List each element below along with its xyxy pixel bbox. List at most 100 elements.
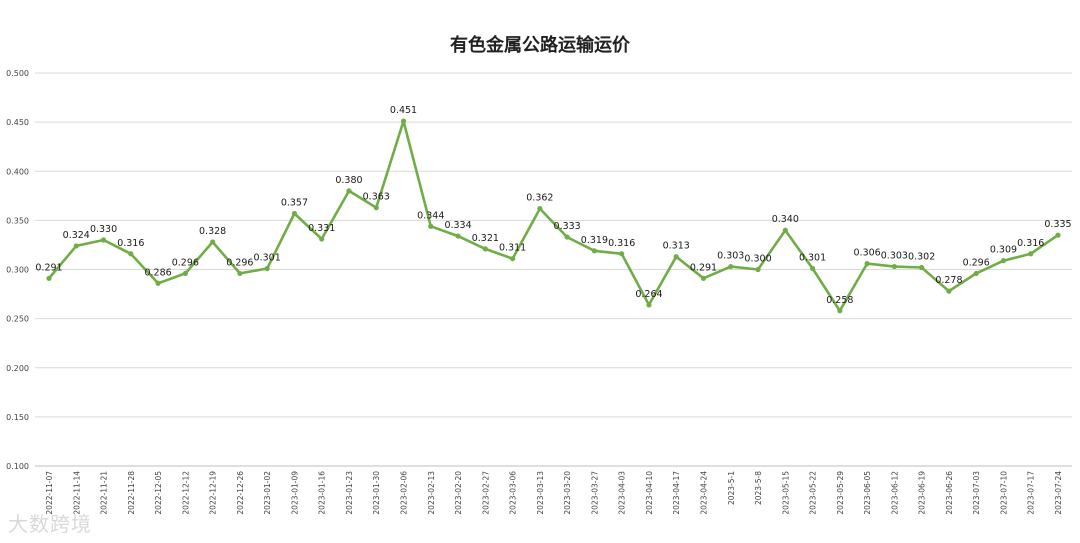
data-label: 0.335: [1044, 219, 1071, 230]
data-label: 0.296: [226, 257, 253, 268]
x-tick-label: 2023-07-24: [1054, 471, 1063, 515]
data-point: [537, 205, 543, 212]
data-point: [646, 302, 652, 308]
data-point: [509, 256, 516, 262]
x-tick-label: 2023-07-17: [1027, 471, 1036, 515]
y-tick-label: 0.500: [6, 69, 29, 78]
data-label: 0.313: [663, 241, 690, 252]
y-tick-label: 0.250: [6, 315, 29, 324]
x-tick-label: 2023-06-05: [863, 471, 872, 515]
data-label: 0.296: [963, 257, 990, 268]
x-tick-label: 2023-07-03: [972, 471, 981, 515]
x-tick-label: 2023-01-16: [318, 471, 327, 515]
x-tick-label: 2023-05-29: [836, 471, 845, 515]
data-label: 0.291: [35, 262, 62, 273]
x-tick-label: 2023-02-20: [454, 471, 463, 515]
y-tick-label: 0.450: [6, 118, 29, 127]
series-line: [48, 119, 1059, 313]
data-label: 0.330: [90, 224, 117, 235]
x-tick-label: 2023-04-24: [699, 471, 708, 515]
x-tick-label: 2023-01-23: [345, 471, 354, 515]
data-label: 0.278: [935, 275, 962, 286]
data-label: 0.264: [635, 289, 662, 300]
data-label: 0.319: [581, 235, 608, 246]
x-tick-label: 2023-01-09: [290, 471, 299, 515]
y-tick-label: 0.350: [6, 216, 29, 225]
y-axis-ticks: 0.100 0.150 0.200 0.250 0.300 0.350 0.400 0.450…: [6, 69, 29, 471]
x-tick-label: 2023-06-26: [945, 471, 954, 515]
data-label: 0.296: [172, 257, 199, 268]
data-point: [891, 263, 897, 270]
data-label: 0.316: [117, 238, 144, 249]
y-tick-label: 0.100: [6, 462, 29, 471]
data-point: [946, 288, 952, 294]
data-label: 0.291: [690, 262, 717, 273]
data-point: [919, 264, 925, 271]
x-axis-ticks: 2022-11-07 2022-11-14 2022-11-21 2022-11-28…: [45, 471, 1063, 515]
data-label: 0.362: [526, 193, 553, 204]
x-tick-label: 2023-05-15: [781, 471, 790, 515]
x-tick-label: 2023-05-22: [809, 471, 818, 515]
y-tick-label: 0.200: [6, 364, 29, 373]
data-label: 0.302: [908, 252, 935, 263]
data-label: 0.316: [1017, 238, 1044, 249]
data-label: 0.451: [390, 105, 417, 116]
x-tick-label: 2023-01-30: [372, 471, 381, 515]
data-point: [673, 254, 679, 260]
data-label: 0.340: [772, 214, 799, 225]
data-point: [319, 236, 325, 242]
x-tick-label: 2022-11-21: [100, 471, 109, 515]
data-label: 0.300: [744, 254, 771, 265]
data-point: [210, 239, 216, 245]
x-tick-label: 2023-03-13: [536, 471, 545, 515]
x-tick-label: 2023-5-8: [754, 471, 763, 505]
data-point: [46, 275, 52, 281]
data-point: [564, 234, 570, 240]
data-point: [809, 265, 816, 272]
data-point: [73, 243, 79, 249]
data-point: [237, 270, 243, 277]
data-label: 0.306: [854, 248, 881, 259]
x-tick-label: 2023-04-03: [618, 471, 627, 515]
x-tick-label: 2022-12-05: [154, 471, 163, 515]
data-point: [128, 251, 134, 257]
data-point: [346, 188, 352, 194]
x-tick-label: 2023-06-19: [918, 471, 927, 515]
data-point: [400, 118, 407, 124]
x-tick-label: 2023-04-17: [672, 471, 681, 515]
x-tick-label: 2023-03-27: [590, 471, 599, 515]
data-point: [1028, 251, 1034, 257]
data-point: [291, 210, 298, 217]
y-tick-label: 0.400: [6, 167, 29, 176]
x-tick-label: 2023-01-02: [263, 471, 272, 515]
data-point: [782, 227, 788, 233]
x-tick-label: 2023-02-06: [400, 471, 409, 515]
x-tick-label: 2023-5-1: [727, 471, 736, 505]
x-tick-label: 2022-11-28: [127, 471, 136, 515]
data-point: [591, 248, 598, 254]
data-label: 0.311: [499, 243, 526, 254]
data-point: [155, 280, 161, 286]
x-tick-label: 2022-12-19: [209, 471, 218, 515]
y-tick-label: 0.300: [6, 266, 29, 275]
data-label: 0.328: [199, 226, 226, 237]
data-label: 0.333: [554, 221, 581, 232]
data-label: 0.380: [335, 175, 362, 186]
data-label: 0.324: [63, 230, 90, 241]
data-point: [482, 246, 488, 252]
data-point: [837, 308, 843, 314]
data-label: 0.286: [144, 267, 171, 278]
data-label: 0.321: [472, 233, 499, 244]
y-tick-label: 0.150: [6, 413, 29, 422]
data-label: 0.303: [881, 251, 908, 262]
data-label: 0.331: [308, 223, 335, 234]
data-label: 0.301: [254, 253, 281, 264]
gridlines: [35, 72, 1072, 467]
data-label: 0.344: [417, 210, 444, 221]
data-point: [864, 261, 870, 267]
data-point: [182, 270, 188, 277]
data-point: [1000, 258, 1007, 264]
x-tick-label: 2023-04-10: [645, 471, 654, 515]
x-tick-label: 2023-07-10: [999, 471, 1008, 515]
